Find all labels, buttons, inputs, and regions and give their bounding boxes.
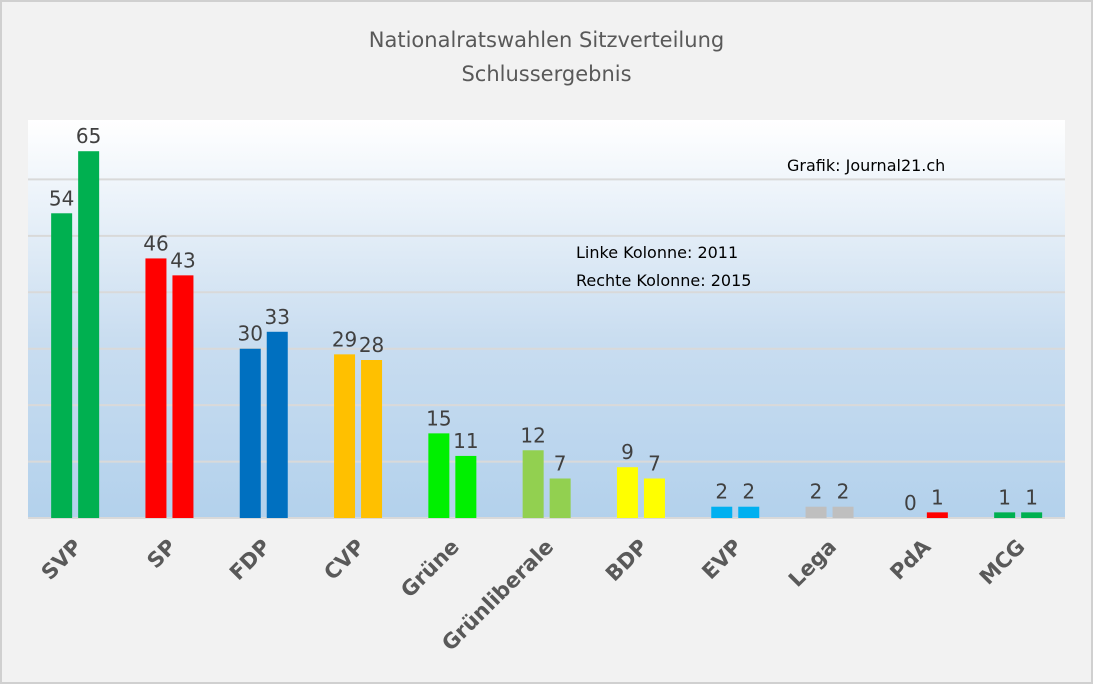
data-label: 1 xyxy=(998,485,1011,509)
data-label: 11 xyxy=(453,429,478,453)
bar-Grüne-right xyxy=(455,455,477,518)
bar-Grünliberale-left xyxy=(522,450,544,518)
data-label: 2 xyxy=(810,480,823,504)
bar-SP-left xyxy=(145,258,167,518)
data-label: 9 xyxy=(621,440,634,464)
data-label: 43 xyxy=(170,248,195,272)
data-label: 54 xyxy=(49,186,74,210)
bar-MCG-right xyxy=(1021,512,1043,518)
data-label: 29 xyxy=(332,327,357,351)
annotation-source: Grafik: Journal21.ch xyxy=(787,156,946,175)
bar-Lega-left xyxy=(805,506,827,518)
bar-Grünliberale-right xyxy=(549,478,571,518)
category-label: SVP xyxy=(37,535,87,585)
category-label: Lega xyxy=(784,535,841,592)
bar-SP-right xyxy=(172,275,194,518)
data-label: 28 xyxy=(359,333,384,357)
bar-EVP-right xyxy=(738,506,760,518)
bar-SVP-right xyxy=(78,151,100,518)
data-label: 1 xyxy=(931,485,944,509)
data-label: 0 xyxy=(904,491,917,515)
bar-FDP-left xyxy=(239,348,261,518)
category-label: PdA xyxy=(885,534,936,585)
category-label: FDP xyxy=(225,535,275,585)
category-label: MCG xyxy=(975,535,1030,590)
data-label: 46 xyxy=(143,231,168,255)
bar-Grüne-left xyxy=(428,433,450,518)
data-label: 2 xyxy=(742,480,755,504)
category-label: Grüne xyxy=(396,535,464,603)
data-label: 15 xyxy=(426,406,451,430)
category-label: BDP xyxy=(601,535,653,587)
category-label: EVP xyxy=(697,535,746,584)
bar-FDP-right xyxy=(266,331,288,518)
annotation-left-column: Linke Kolonne: 2011 xyxy=(576,243,739,262)
category-label: CVP xyxy=(319,535,369,585)
annotation-right-column: Rechte Kolonne: 2015 xyxy=(576,271,752,290)
bar-SVP-left xyxy=(51,213,73,519)
data-label: 12 xyxy=(520,423,545,447)
chart-subtitle: Schlussergebnis xyxy=(461,62,632,86)
data-label: 7 xyxy=(554,452,567,476)
data-label: 7 xyxy=(648,452,661,476)
bar-Lega-right xyxy=(832,506,854,518)
bar-EVP-left xyxy=(711,506,733,518)
bar-BDP-right xyxy=(643,478,665,518)
data-label: 2 xyxy=(837,480,850,504)
bar-CVP-right xyxy=(361,360,383,518)
data-label: 1 xyxy=(1025,485,1038,509)
plot-area xyxy=(28,120,1065,518)
data-label: 33 xyxy=(265,305,290,329)
chart-title: Nationalratswahlen Sitzverteilung xyxy=(368,28,725,52)
bar-MCG-left xyxy=(994,512,1016,518)
bar-PdA-right xyxy=(926,512,948,518)
data-label: 30 xyxy=(238,322,263,346)
data-label: 65 xyxy=(76,124,101,148)
category-label: SP xyxy=(142,535,181,574)
data-label: 2 xyxy=(715,480,728,504)
bar-CVP-left xyxy=(334,354,356,518)
bar-BDP-left xyxy=(616,467,638,518)
